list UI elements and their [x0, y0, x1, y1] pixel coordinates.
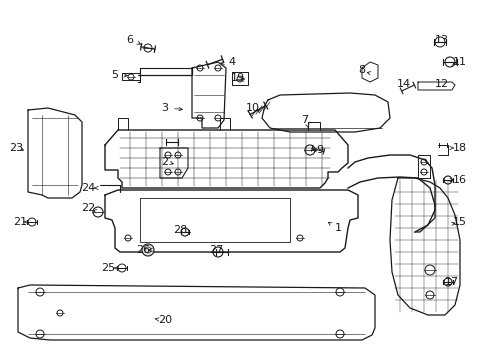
Text: 15: 15	[452, 217, 466, 227]
Polygon shape	[231, 72, 247, 85]
Text: 8: 8	[358, 65, 365, 75]
Text: 25: 25	[101, 263, 115, 273]
Text: 13: 13	[434, 35, 448, 45]
Polygon shape	[160, 148, 187, 178]
Polygon shape	[105, 130, 347, 188]
Text: 14: 14	[396, 79, 410, 89]
Text: 17: 17	[444, 277, 458, 287]
Text: 18: 18	[452, 143, 466, 153]
Polygon shape	[18, 285, 374, 340]
Text: 1: 1	[334, 223, 341, 233]
Text: 28: 28	[173, 225, 187, 235]
Polygon shape	[389, 178, 459, 315]
Text: 5: 5	[111, 70, 118, 80]
Text: 24: 24	[81, 183, 95, 193]
Polygon shape	[28, 108, 82, 198]
Circle shape	[142, 244, 154, 256]
Text: 22: 22	[81, 203, 95, 213]
Polygon shape	[417, 155, 429, 178]
Text: 21: 21	[13, 217, 27, 227]
Text: 10: 10	[245, 103, 260, 113]
Text: 20: 20	[158, 315, 172, 325]
Text: 23: 23	[9, 143, 23, 153]
Text: 6: 6	[126, 35, 133, 45]
Polygon shape	[417, 82, 454, 90]
Polygon shape	[262, 93, 389, 132]
Text: 12: 12	[434, 79, 448, 89]
Text: 2: 2	[161, 157, 168, 167]
Text: 26: 26	[136, 245, 150, 255]
Text: 11: 11	[452, 57, 466, 67]
Text: 19: 19	[230, 73, 244, 83]
Polygon shape	[105, 190, 357, 252]
Text: 3: 3	[161, 103, 168, 113]
Text: 7: 7	[301, 115, 308, 125]
Text: 4: 4	[228, 57, 235, 67]
Polygon shape	[192, 62, 225, 128]
Text: 9: 9	[316, 145, 323, 155]
Text: 16: 16	[452, 175, 466, 185]
Text: 27: 27	[208, 245, 223, 255]
